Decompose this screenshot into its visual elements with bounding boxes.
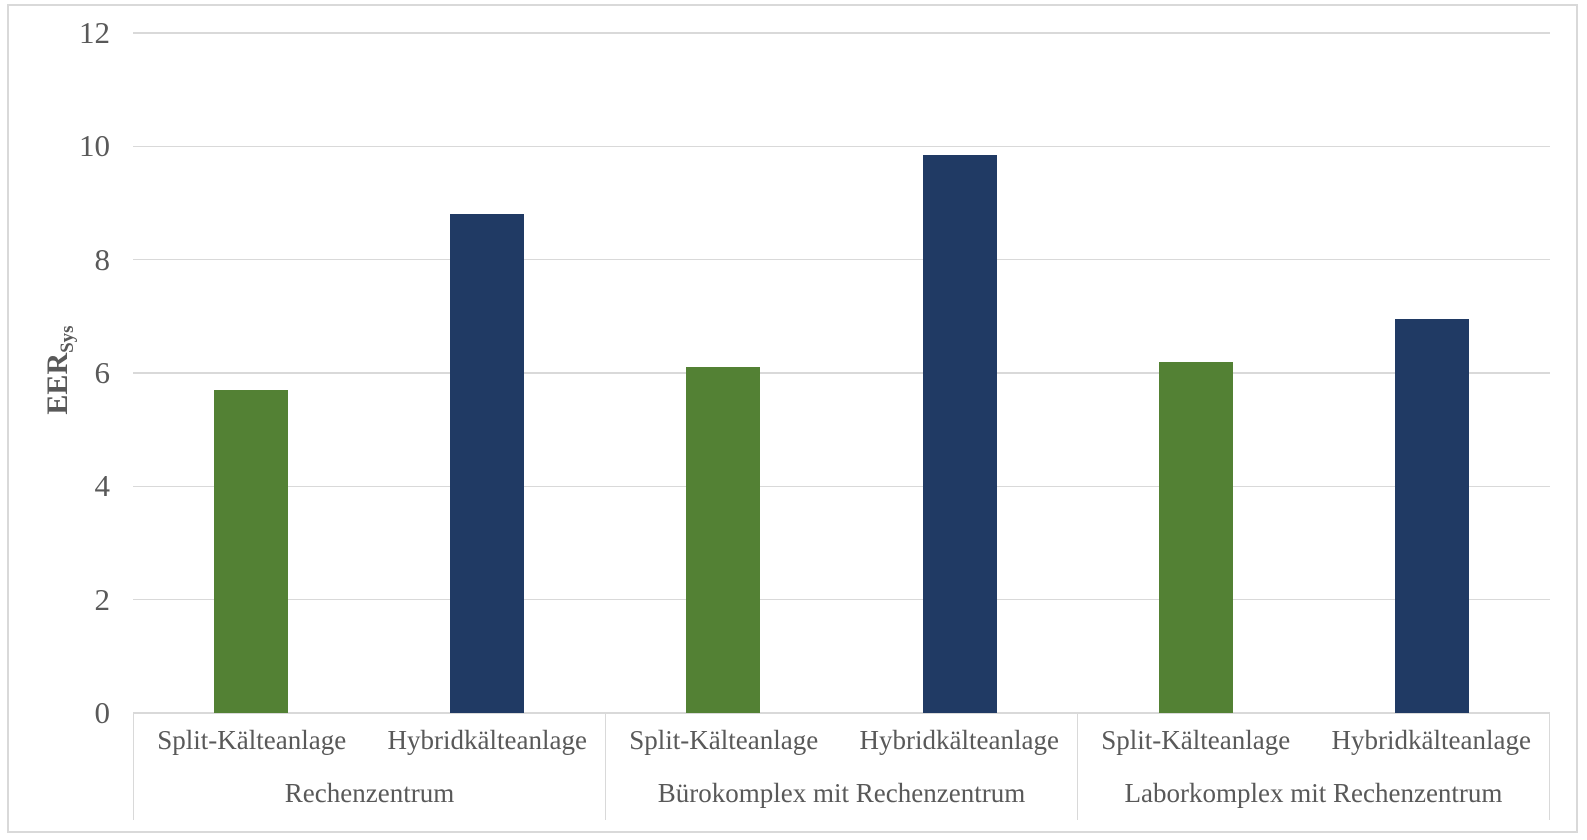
series-label-split-k-lteanlage-group1: Split-Kälteanlage <box>157 724 347 755</box>
series-label-row-group-1: Split-Kälteanlage Hybridkälteanlage <box>134 713 605 767</box>
y-tick-label-6: 6 <box>94 355 111 390</box>
bar-split-k-lteanlage-group1 <box>214 390 289 713</box>
bar-hybridk-lteanlage-group2 <box>922 154 997 713</box>
y-tick-label-4: 4 <box>94 468 111 504</box>
bar-split-k-lteanlage-group2 <box>686 367 761 713</box>
y-tick-label-10: 10 <box>79 128 110 164</box>
y-axis-title-subscript: Sys <box>57 325 78 353</box>
series-label-hybridk-lteanlage-group3: Hybridkälteanlage <box>1331 724 1531 755</box>
category-axis: Split-Kälteanlage Hybridkälteanlage Rechen… <box>133 713 1550 820</box>
gridline-y-2 <box>133 598 1550 601</box>
gridline-y-6 <box>133 372 1550 374</box>
series-label-hybridk-lteanlage-group1: Hybridkälteanlage <box>387 724 587 755</box>
series-label-split-k-lteanlage-group2: Split-Kälteanlage <box>629 724 819 755</box>
category-group-1: Split-Kälteanlage Hybridkälteanlage Rechen… <box>133 713 605 820</box>
gridline-y-4 <box>133 485 1550 488</box>
chart-outer-border <box>7 4 1578 833</box>
gridline-y-8 <box>133 258 1550 261</box>
plot-area <box>133 32 1550 714</box>
gridline-y-0 <box>133 712 1550 714</box>
series-label-row-group-2: Split-Kälteanlage Hybridkälteanlage <box>606 713 1077 767</box>
category-group-3: Split-Kälteanlage Hybridkälteanlage Labork… <box>1077 713 1550 820</box>
bar-split-k-lteanlage-group3 <box>1158 361 1233 713</box>
y-tick-label-8: 8 <box>94 241 111 277</box>
series-label-hybridk-lteanlage-group2: Hybridkälteanlage <box>859 724 1059 755</box>
group-label-3: Laborkomplex mit Rechenzentrum <box>1124 778 1503 808</box>
y-tick-label-0: 0 <box>94 695 111 730</box>
group-label-1: Rechenzentrum <box>284 778 455 808</box>
series-label-split-k-lteanlage-group3: Split-Kälteanlage <box>1101 724 1291 755</box>
y-tick-label-2: 2 <box>94 581 111 617</box>
category-group-2: Split-Kälteanlage Hybridkälteanlage Büroko… <box>605 713 1077 820</box>
bar-hybridk-lteanlage-group3 <box>1394 319 1469 713</box>
gridline-y-10 <box>133 145 1550 148</box>
series-label-row-group-3: Split-Kälteanlage Hybridkälteanlage <box>1078 713 1549 767</box>
group-label-2: Bürokomplex mit Rechenzentrum <box>657 778 1026 808</box>
gridline-y-12 <box>133 32 1550 34</box>
bar-hybridk-lteanlage-group1 <box>450 214 525 713</box>
y-tick-label-12: 12 <box>79 15 110 50</box>
